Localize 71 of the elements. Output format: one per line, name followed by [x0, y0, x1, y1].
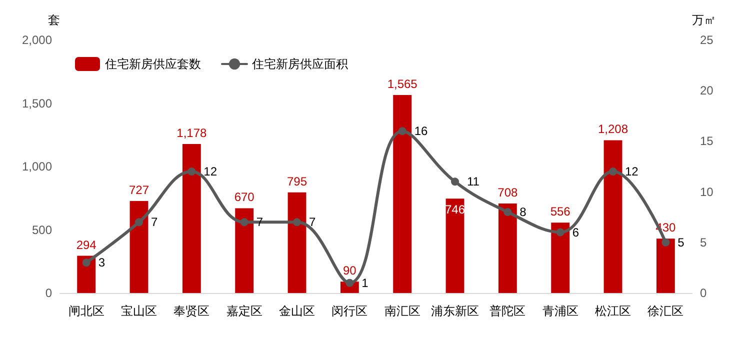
point: [82, 258, 90, 267]
legend-label: 住宅新房供应套数: [104, 57, 201, 71]
point: [504, 208, 512, 216]
y-tick-label: 1,500: [22, 96, 52, 110]
data-label: 7: [256, 215, 264, 230]
data-label: 12: [204, 164, 218, 179]
data-label: 12: [625, 164, 639, 179]
data-label: 3: [98, 256, 106, 270]
data-label: 11: [467, 174, 480, 189]
y2-axis-title: 万㎡: [692, 13, 716, 27]
y2-tick-label: 10: [700, 184, 714, 199]
bar: [604, 140, 622, 293]
x-tick-label: 奉贤区: [174, 304, 210, 318]
y-tick-label: 2,000: [22, 33, 52, 47]
x-tick-label: 宝山区: [121, 304, 157, 318]
x-tick-label: 金山区: [279, 304, 315, 318]
y2-tick-label: 25: [700, 33, 714, 47]
bar: [130, 201, 148, 293]
y2-tick-label: 15: [700, 134, 714, 148]
data-label: 795: [286, 174, 308, 188]
x-tick-label: 嘉定区: [226, 304, 262, 318]
bar: [498, 203, 517, 293]
y2-tick-label: 0: [700, 286, 707, 300]
data-label: 7: [151, 215, 158, 230]
point: [662, 238, 670, 246]
y-tick-label: 500: [32, 222, 52, 237]
bar: [446, 198, 464, 293]
data-label: 1,208: [598, 122, 628, 136]
data-label: 90: [342, 264, 357, 278]
x-tick-label: 浦东新区: [431, 304, 479, 318]
bar: [288, 192, 306, 293]
data-label: 5: [678, 235, 685, 250]
data-label: 1,178: [176, 126, 208, 140]
legend-label: 住宅新房供应面积: [251, 57, 348, 71]
x-tick-label: 青浦区: [542, 304, 578, 318]
data-label: 8: [520, 205, 527, 220]
y-tick-label: 1,000: [22, 160, 52, 174]
point: [398, 127, 406, 136]
point: [188, 168, 196, 176]
y-tick-label: 0: [45, 286, 52, 300]
data-label: 16: [414, 124, 428, 138]
x-tick-label: 普陀区: [490, 304, 526, 318]
data-label: 6: [572, 225, 580, 240]
point: [451, 178, 459, 186]
bar: [551, 222, 570, 293]
bar: [182, 144, 201, 293]
x-tick-label: 闵行区: [332, 304, 368, 318]
x-tick-label: 闸北区: [68, 304, 104, 318]
data-label: 1: [362, 276, 369, 290]
point: [293, 218, 301, 226]
data-label: 7: [309, 215, 316, 230]
point: [609, 168, 617, 176]
bar: [235, 208, 254, 293]
data-label: 727: [128, 183, 150, 198]
bar: [393, 95, 412, 293]
y-axis-title: 套: [48, 13, 60, 27]
bar: [656, 238, 675, 293]
data-label: 556: [550, 204, 571, 219]
point: [346, 278, 354, 287]
y2-tick-label: 5: [700, 235, 707, 250]
data-label: 670: [234, 190, 255, 204]
point: [240, 218, 248, 226]
point: [556, 228, 564, 236]
point: [135, 218, 143, 226]
x-tick-label: 南汇区: [384, 304, 420, 318]
x-tick-label: 松江区: [595, 304, 631, 318]
y2-tick-label: 20: [700, 84, 714, 98]
data-label: 294: [76, 238, 97, 252]
x-tick-label: 徐汇区: [648, 304, 684, 318]
data-label: 708: [498, 185, 518, 200]
data-label: 1,565: [387, 77, 418, 92]
